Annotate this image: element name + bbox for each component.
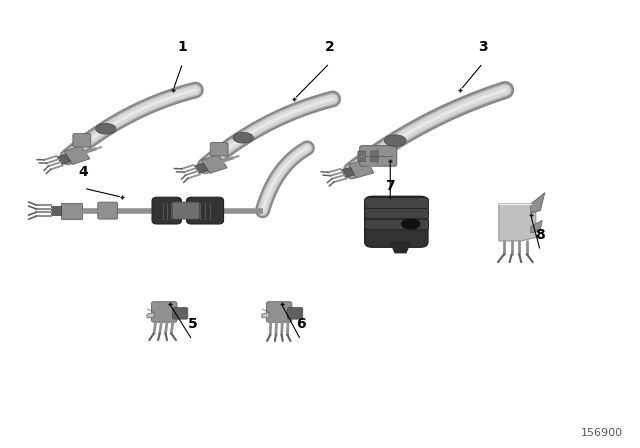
Ellipse shape (385, 135, 406, 146)
Polygon shape (531, 193, 545, 213)
FancyBboxPatch shape (371, 151, 378, 155)
Polygon shape (262, 312, 269, 318)
Text: 156900: 156900 (581, 428, 623, 439)
FancyBboxPatch shape (365, 208, 429, 219)
Text: 4: 4 (79, 165, 88, 179)
Text: 2: 2 (324, 40, 335, 54)
Polygon shape (64, 146, 90, 164)
Polygon shape (341, 168, 355, 177)
Polygon shape (61, 202, 83, 219)
Ellipse shape (401, 219, 420, 229)
FancyBboxPatch shape (152, 197, 181, 224)
Polygon shape (349, 159, 374, 178)
Ellipse shape (233, 132, 253, 143)
FancyBboxPatch shape (152, 302, 177, 322)
Polygon shape (147, 312, 154, 318)
FancyBboxPatch shape (73, 134, 91, 147)
Text: 7: 7 (385, 179, 395, 193)
FancyBboxPatch shape (365, 198, 429, 208)
FancyBboxPatch shape (358, 157, 365, 162)
FancyBboxPatch shape (186, 197, 223, 224)
Polygon shape (262, 309, 269, 312)
FancyBboxPatch shape (173, 202, 199, 219)
FancyBboxPatch shape (266, 302, 292, 322)
Polygon shape (390, 242, 411, 253)
FancyBboxPatch shape (287, 307, 303, 319)
Text: 6: 6 (296, 317, 306, 331)
Ellipse shape (95, 123, 116, 134)
FancyBboxPatch shape (210, 142, 228, 156)
Text: 8: 8 (536, 228, 545, 242)
Polygon shape (201, 155, 227, 173)
Polygon shape (195, 163, 208, 173)
Text: 5: 5 (188, 317, 197, 331)
FancyBboxPatch shape (365, 196, 428, 247)
Polygon shape (499, 204, 536, 241)
Text: 3: 3 (478, 40, 488, 54)
FancyBboxPatch shape (371, 157, 378, 162)
FancyBboxPatch shape (358, 151, 365, 155)
Polygon shape (531, 220, 542, 233)
FancyBboxPatch shape (365, 219, 429, 230)
Polygon shape (51, 206, 61, 215)
Polygon shape (147, 309, 154, 312)
FancyBboxPatch shape (98, 202, 118, 219)
Text: 1: 1 (178, 40, 188, 54)
FancyBboxPatch shape (360, 146, 397, 166)
FancyBboxPatch shape (173, 307, 188, 319)
Polygon shape (57, 154, 71, 164)
